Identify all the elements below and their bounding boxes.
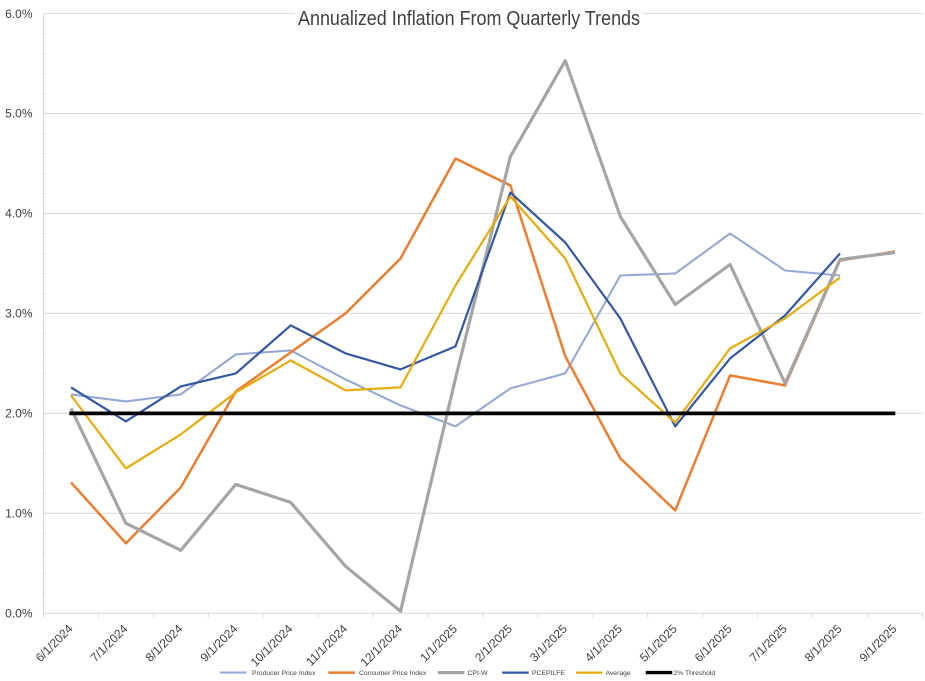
svg-text:6/1/2025: 6/1/2025	[692, 621, 735, 664]
svg-text:1/1/2025: 1/1/2025	[417, 621, 460, 664]
svg-text:3/1/2025: 3/1/2025	[527, 621, 570, 664]
svg-text:6/1/2024: 6/1/2024	[33, 621, 76, 664]
svg-text:CPI-W: CPI-W	[468, 670, 489, 677]
svg-text:3.0%: 3.0%	[5, 307, 33, 321]
svg-text:5.0%: 5.0%	[5, 107, 33, 121]
svg-text:1.0%: 1.0%	[5, 507, 33, 521]
svg-text:6.0%: 6.0%	[5, 7, 33, 21]
svg-text:0.0%: 0.0%	[5, 607, 33, 621]
svg-text:9/1/2024: 9/1/2024	[197, 621, 240, 664]
svg-text:4/1/2025: 4/1/2025	[582, 621, 625, 664]
svg-text:8/1/2025: 8/1/2025	[802, 621, 845, 664]
svg-text:2.0%: 2.0%	[5, 407, 33, 421]
svg-text:Consumer Price Index: Consumer Price Index	[359, 670, 427, 677]
svg-text:7/1/2025: 7/1/2025	[747, 621, 790, 664]
svg-text:Average: Average	[606, 670, 631, 677]
svg-text:7/1/2024: 7/1/2024	[88, 621, 131, 664]
svg-text:PCEPILFE: PCEPILFE	[532, 670, 565, 677]
svg-text:2% Threshold: 2% Threshold	[673, 670, 715, 677]
svg-text:8/1/2024: 8/1/2024	[142, 621, 185, 664]
svg-text:2/1/2025: 2/1/2025	[472, 621, 515, 664]
svg-text:4.0%: 4.0%	[5, 207, 33, 221]
svg-text:Producer Price Index: Producer Price Index	[252, 670, 316, 677]
svg-text:9/1/2025: 9/1/2025	[857, 621, 900, 664]
svg-text:Annualized Inflation From Quar: Annualized Inflation From Quarterly Tren…	[298, 8, 640, 30]
svg-text:10/1/2024: 10/1/2024	[248, 621, 296, 669]
svg-text:11/1/2024: 11/1/2024	[303, 621, 350, 668]
svg-text:12/1/2024: 12/1/2024	[357, 621, 405, 669]
svg-text:5/1/2025: 5/1/2025	[637, 621, 680, 664]
